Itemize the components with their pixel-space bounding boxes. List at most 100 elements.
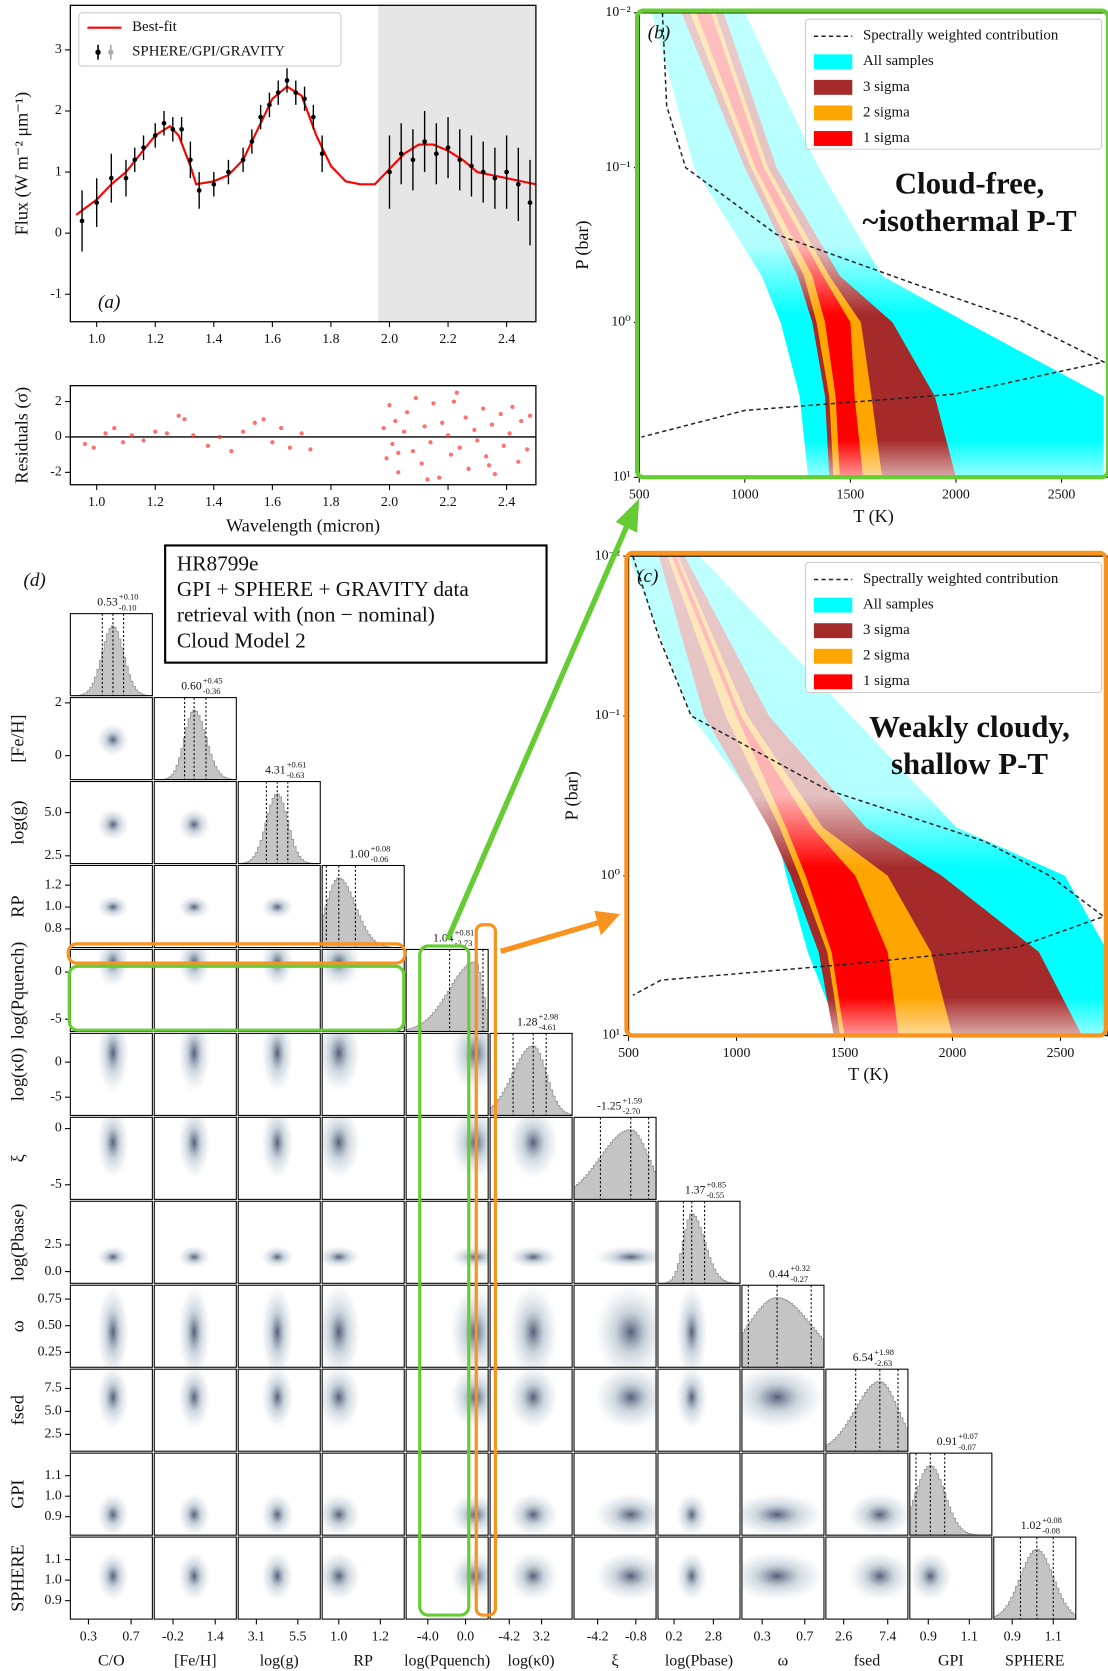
residual-point xyxy=(120,440,126,445)
residual-point xyxy=(205,443,211,448)
histogram xyxy=(825,1381,908,1452)
cell-frame xyxy=(69,1032,153,1116)
band-group xyxy=(628,556,1108,1036)
residual-point xyxy=(141,438,146,443)
cell-frame xyxy=(741,1536,825,1620)
y-tick-label: 7.5 xyxy=(45,1380,62,1395)
panel-label: (a) xyxy=(98,292,120,313)
cell-frame xyxy=(573,1536,657,1620)
cell-frame xyxy=(321,864,405,949)
x-tick-label: 1.2 xyxy=(147,494,164,509)
x-tick-label: 3.2 xyxy=(533,1628,550,1643)
density-2d xyxy=(508,1551,559,1601)
legend-label: 1 sigma xyxy=(863,673,910,689)
legend-swatch xyxy=(813,597,853,613)
x-axis-label: fsed xyxy=(854,1652,881,1669)
residual-point xyxy=(404,410,410,415)
y-tick-label: 10¹ xyxy=(602,1027,620,1042)
x-tick-label: 2.0 xyxy=(381,331,398,346)
x-tick-label: 2.2 xyxy=(439,331,456,346)
posterior-err-plus: +1.98 xyxy=(874,1347,894,1357)
data-point xyxy=(94,200,100,205)
residual-point xyxy=(279,425,284,431)
cell-frame xyxy=(237,1032,321,1116)
x-tick-label: 0.3 xyxy=(754,1628,771,1643)
arrow-head xyxy=(594,910,621,936)
cell-frame xyxy=(405,1536,489,1620)
density-2d xyxy=(322,1285,361,1368)
legend-label: 2 sigma xyxy=(863,104,910,120)
x-tick-label: 1.2 xyxy=(147,331,164,346)
cell-frame xyxy=(153,1116,237,1200)
density-2d xyxy=(741,1551,824,1601)
cell-frame xyxy=(909,1536,993,1620)
x-axis-label: SPHERE xyxy=(1005,1652,1064,1669)
x-tick-label: 1.2 xyxy=(372,1628,389,1643)
x-tick-label: 0.9 xyxy=(1004,1628,1021,1643)
cell-frame xyxy=(573,1284,657,1368)
residual-point xyxy=(510,404,515,410)
density-2d xyxy=(909,1551,952,1601)
density-2d xyxy=(96,1493,129,1536)
legend-label: SPHERE/GPI/GRAVITY xyxy=(132,44,285,60)
y-tick-label: 0.50 xyxy=(38,1317,62,1332)
density-2d xyxy=(96,1245,129,1269)
x-tick-label: -4.2 xyxy=(498,1628,520,1643)
x-tick-label: 0.0 xyxy=(457,1628,474,1643)
cell-frame xyxy=(405,1284,489,1368)
cell-frame xyxy=(321,1200,405,1284)
confidence-band xyxy=(671,556,899,1036)
residual-point xyxy=(384,456,389,461)
legend-label: 1 sigma xyxy=(863,130,910,146)
legend-label: 3 sigma xyxy=(863,79,910,95)
cell-frame xyxy=(237,864,321,949)
residual-point xyxy=(176,413,181,418)
legend-swatch xyxy=(813,623,853,639)
arrow xyxy=(445,520,632,941)
legend-label: Best-fit xyxy=(132,19,178,35)
posterior-err-minus: -0.08 xyxy=(1042,1526,1060,1536)
histogram xyxy=(154,709,237,780)
cell-frame xyxy=(69,1536,153,1620)
cell-frame xyxy=(153,1368,237,1452)
annotation: Weakly cloudy, xyxy=(869,709,1070,744)
posterior-err-plus: +0.61 xyxy=(287,760,307,770)
x-tick-label: 7.4 xyxy=(879,1628,896,1643)
cell-frame xyxy=(69,1200,153,1284)
data-point xyxy=(108,175,114,181)
legend-swatch xyxy=(813,674,853,690)
data-point xyxy=(319,151,325,157)
posterior-err-minus: -0.55 xyxy=(706,1190,724,1200)
legend-label: Spectrally weighted contribution xyxy=(863,28,1059,44)
data-point xyxy=(457,157,463,163)
annotation-box xyxy=(164,544,548,664)
x-tick-label: 1.0 xyxy=(88,494,105,509)
density-2d xyxy=(261,1033,294,1094)
data-point xyxy=(293,90,299,96)
residual-point xyxy=(428,440,433,445)
y-tick-label: 1.1 xyxy=(45,1467,62,1482)
data-point xyxy=(188,157,193,163)
density-2d xyxy=(848,1493,908,1536)
density-2d xyxy=(178,808,211,841)
residual-point xyxy=(261,417,266,422)
legend-swatch xyxy=(813,105,853,121)
residual-point xyxy=(182,417,187,422)
y-tick-label: 0 xyxy=(55,224,62,239)
x-tick-label: 500 xyxy=(629,487,650,502)
data-point xyxy=(445,145,451,150)
y-tick-label: 10⁻¹ xyxy=(595,707,620,722)
residual-point xyxy=(472,427,477,433)
cell-frame xyxy=(489,1032,573,1116)
cell-frame xyxy=(825,1452,909,1536)
y-axis-label: ω xyxy=(7,1320,27,1332)
y-tick-label: 0 xyxy=(55,747,62,762)
x-tick-label: 1.0 xyxy=(330,1628,347,1643)
data-point xyxy=(161,120,167,126)
x-axis-label: T (K) xyxy=(848,1064,888,1085)
cell-frame xyxy=(489,1536,573,1620)
highlight-frame xyxy=(624,550,1108,1038)
x-axis-label: C/O xyxy=(98,1652,125,1669)
cell-frame xyxy=(321,1368,405,1452)
y-axis-label: ξ xyxy=(7,1154,27,1162)
